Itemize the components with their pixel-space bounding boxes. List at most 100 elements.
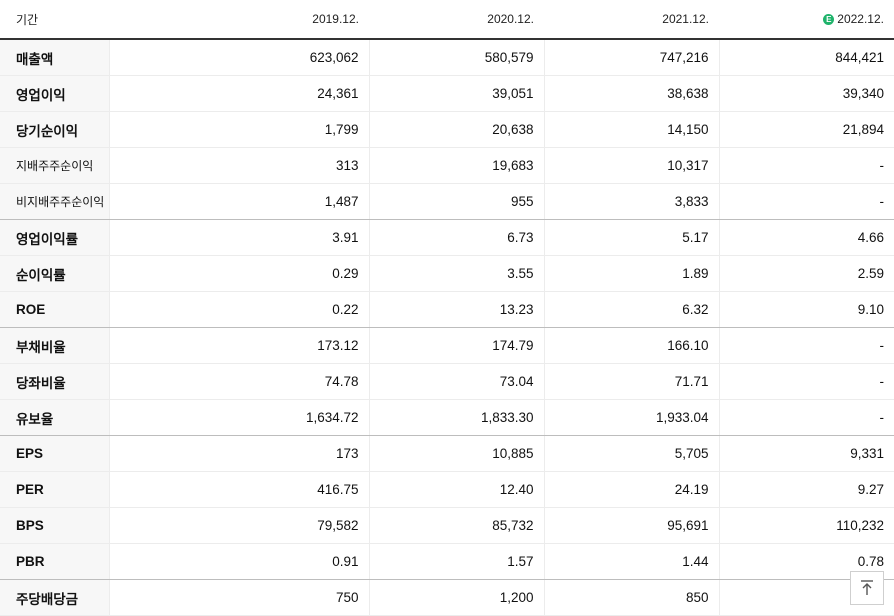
period-header-2022-estimate: E 2022.12. xyxy=(719,0,894,40)
table-cell: 850 xyxy=(543,579,719,616)
period-header-2021: 2021.12. xyxy=(544,0,719,40)
table-row: BPS 79,582 85,732 95,691 110,232 xyxy=(0,507,894,544)
row-label: 순이익률 xyxy=(0,255,109,292)
table-cell: 313 xyxy=(108,147,369,184)
estimate-icon: E xyxy=(823,14,835,25)
table-cell: 10,317 xyxy=(543,147,719,184)
table-cell: 110,232 xyxy=(718,507,894,544)
table-cell: 173.12 xyxy=(108,327,369,364)
row-label: BPS xyxy=(0,507,109,544)
period-header-2020: 2020.12. xyxy=(369,0,544,40)
row-label: 당기순이익 xyxy=(0,111,109,148)
table-row: 지배주주순이익 313 19,683 10,317- xyxy=(0,147,894,184)
table-cell: 9.10 xyxy=(718,291,894,328)
period-header-label: 기간 xyxy=(0,0,109,40)
table-cell: 73.04 xyxy=(368,363,544,400)
scroll-to-top-button[interactable] xyxy=(850,571,884,605)
row-label: 부채비율 xyxy=(0,327,109,364)
table-cell: 1,487 xyxy=(108,183,369,220)
row-label: PBR xyxy=(0,543,109,580)
table-cell: 844,421 xyxy=(718,39,894,76)
table-cell: 20,638 xyxy=(368,111,544,148)
row-label: 비지배주주순이익 xyxy=(0,183,109,220)
table-cell: 85,732 xyxy=(368,507,544,544)
table-row: ROE 0.22 13.23 6.32 9.10 xyxy=(0,291,894,328)
table-row: 순이익률 0.29 3.55 1.89 2.59 xyxy=(0,255,894,292)
table-body: 매출액 623,062 580,579 747,216 844,421 영업이익 24,36… xyxy=(0,39,894,616)
table-cell: 1.44 xyxy=(543,543,719,580)
table-cell: 6.32 xyxy=(543,291,719,328)
row-label: ROE xyxy=(0,291,109,328)
table-cell: 623,062 xyxy=(108,39,369,76)
table-cell: 5.17 xyxy=(543,219,719,256)
table-cell: - xyxy=(718,183,894,220)
table-cell: 1,799 xyxy=(108,111,369,148)
table-row: 부채비율 173.12 174.79 166.10- xyxy=(0,327,894,364)
table-row: EPS 173 10,885 5,705 9,331 xyxy=(0,435,894,472)
table-cell: - xyxy=(718,147,894,184)
table-cell: 12.40 xyxy=(368,471,544,508)
period-header-2022-label: 2022.12. xyxy=(837,12,884,26)
table-cell: 416.75 xyxy=(108,471,369,508)
table-cell: 10,885 xyxy=(368,435,544,472)
table-row: 매출액 623,062 580,579 747,216 844,421 xyxy=(0,39,894,76)
table-cell: 74.78 xyxy=(108,363,369,400)
table-cell: 750 xyxy=(108,579,369,616)
table-cell: 166.10 xyxy=(543,327,719,364)
table-cell: 24,361 xyxy=(108,75,369,112)
table-cell: 1,833.30 xyxy=(368,399,544,436)
arrow-up-to-top-icon xyxy=(861,580,873,595)
row-label: 주당배당금 xyxy=(0,579,109,616)
table-cell: 13.23 xyxy=(368,291,544,328)
period-header-2019: 2019.12. xyxy=(109,0,369,40)
row-label: 지배주주순이익 xyxy=(0,147,109,184)
table-cell: 174.79 xyxy=(368,327,544,364)
table-row: 영업이익 24,361 39,051 38,638 39,340 xyxy=(0,75,894,112)
table-cell: 1.57 xyxy=(368,543,544,580)
table-cell: 0.29 xyxy=(108,255,369,292)
table-cell: 39,051 xyxy=(368,75,544,112)
table-cell: - xyxy=(718,399,894,436)
table-cell: 0.91 xyxy=(108,543,369,580)
table-cell: 1.89 xyxy=(543,255,719,292)
row-label: 영업이익 xyxy=(0,75,109,112)
table-cell: 24.19 xyxy=(543,471,719,508)
table-header-row: 기간 2019.12. 2020.12. 2021.12. E 2022.12. xyxy=(0,0,894,40)
table-row: 유보율 1,634.72 1,833.30 1,933.04- xyxy=(0,399,894,436)
table-cell: 3.91 xyxy=(108,219,369,256)
table-cell: 1,200 xyxy=(368,579,544,616)
table-row: 당기순이익 1,799 20,638 14,150 21,894 xyxy=(0,111,894,148)
table-row: 영업이익률 3.91 6.73 5.17 4.66 xyxy=(0,219,894,256)
table-cell: 39,340 xyxy=(718,75,894,112)
table-cell: 173 xyxy=(108,435,369,472)
table-cell: 2.59 xyxy=(718,255,894,292)
table-cell: 580,579 xyxy=(368,39,544,76)
table-cell: 38,638 xyxy=(543,75,719,112)
row-label: 매출액 xyxy=(0,39,109,76)
table-cell: 9,331 xyxy=(718,435,894,472)
table-row: PBR 0.91 1.57 1.44 0.78 xyxy=(0,543,894,580)
table-cell: 1,933.04 xyxy=(543,399,719,436)
table-cell: 19,683 xyxy=(368,147,544,184)
table-cell: 14,150 xyxy=(543,111,719,148)
row-label: PER xyxy=(0,471,109,508)
table-cell: 5,705 xyxy=(543,435,719,472)
table-cell: 747,216 xyxy=(543,39,719,76)
table-cell: - xyxy=(718,363,894,400)
table-cell: 1,634.72 xyxy=(108,399,369,436)
table-cell: 955 xyxy=(368,183,544,220)
table-cell: 21,894 xyxy=(718,111,894,148)
table-cell: 0.22 xyxy=(108,291,369,328)
table-row: 당좌비율 74.78 73.04 71.71- xyxy=(0,363,894,400)
table-cell: - xyxy=(718,327,894,364)
table-cell: 71.71 xyxy=(543,363,719,400)
table-cell: 79,582 xyxy=(108,507,369,544)
row-label: 영업이익률 xyxy=(0,219,109,256)
row-label: EPS xyxy=(0,435,109,472)
table-cell: 3,833 xyxy=(543,183,719,220)
table-cell: 6.73 xyxy=(368,219,544,256)
row-label: 유보율 xyxy=(0,399,109,436)
table-row: PER 416.75 12.40 24.19 9.27 xyxy=(0,471,894,508)
